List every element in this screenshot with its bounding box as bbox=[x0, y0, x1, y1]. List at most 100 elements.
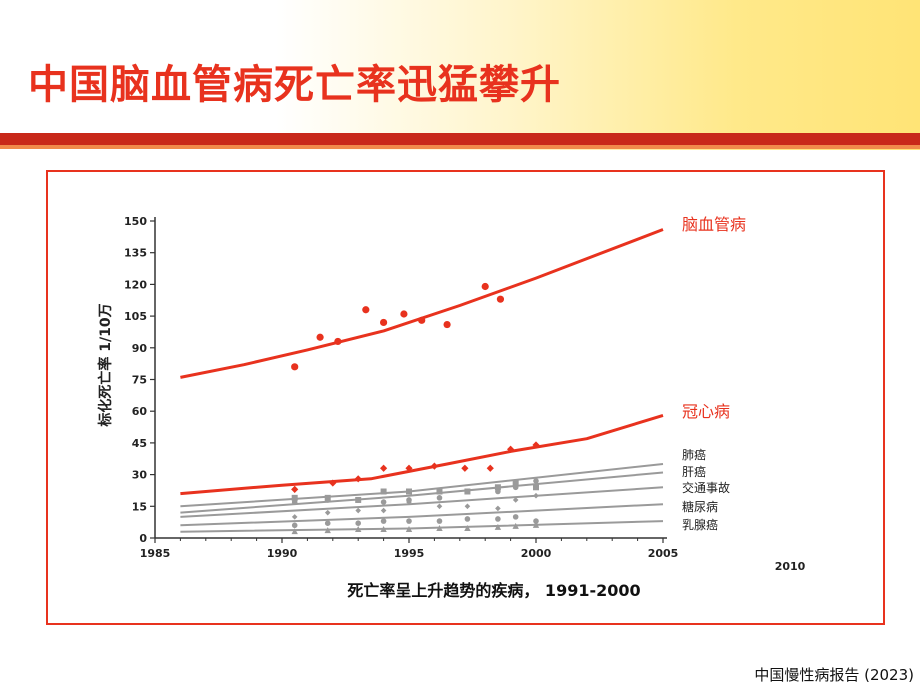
series-label: 交通事故 bbox=[682, 480, 730, 495]
data-point bbox=[533, 518, 539, 524]
data-point bbox=[380, 507, 387, 514]
data-point bbox=[380, 518, 387, 524]
data-point bbox=[418, 316, 426, 324]
data-point bbox=[495, 488, 501, 495]
series-line bbox=[180, 228, 664, 379]
y-tick-label: 120 bbox=[124, 278, 147, 291]
data-point bbox=[495, 516, 501, 522]
data-point bbox=[355, 497, 362, 503]
data-point bbox=[380, 464, 388, 472]
data-point bbox=[507, 445, 515, 453]
data-point bbox=[533, 492, 539, 499]
y-tick-label: 0 bbox=[139, 532, 147, 545]
data-point bbox=[430, 462, 438, 470]
page-title: 中国脑血管病死亡率迅猛攀升 bbox=[28, 62, 561, 108]
y-tick-label: 45 bbox=[132, 437, 147, 450]
series-label: 脑血管病 bbox=[682, 215, 746, 234]
data-point bbox=[436, 503, 443, 510]
y-tick-label: 90 bbox=[132, 342, 148, 355]
data-point bbox=[533, 478, 539, 484]
data-point bbox=[324, 520, 331, 527]
data-point bbox=[324, 509, 331, 516]
data-point bbox=[464, 488, 471, 495]
data-point bbox=[324, 527, 331, 534]
data-point bbox=[355, 507, 361, 514]
data-point bbox=[362, 306, 370, 314]
data-point bbox=[512, 522, 519, 529]
x-tick-label: 1985 bbox=[140, 547, 171, 560]
series-line bbox=[180, 503, 664, 527]
data-point bbox=[291, 485, 299, 493]
data-point bbox=[291, 528, 298, 535]
data-point bbox=[464, 524, 471, 531]
data-point bbox=[291, 514, 298, 520]
data-point bbox=[406, 518, 412, 524]
data-point bbox=[464, 516, 471, 522]
data-point bbox=[406, 488, 412, 495]
data-point bbox=[436, 488, 443, 495]
data-point bbox=[495, 505, 501, 512]
series-label: 冠心病 bbox=[682, 402, 730, 421]
data-point bbox=[532, 441, 540, 449]
data-point bbox=[405, 526, 413, 533]
series-0 bbox=[180, 228, 664, 379]
y-tick-label: 75 bbox=[132, 374, 147, 387]
x-tick-label: 2005 bbox=[648, 547, 679, 560]
data-point bbox=[355, 520, 362, 527]
data-point bbox=[496, 295, 505, 303]
data-point bbox=[291, 494, 298, 501]
data-point bbox=[494, 523, 502, 530]
data-point bbox=[512, 497, 519, 503]
x-axis-label: 死亡率呈上升趋势的疾病， 1991-2000 bbox=[347, 581, 640, 600]
data-point bbox=[406, 499, 412, 505]
series-5 bbox=[180, 503, 664, 529]
data-point bbox=[486, 464, 494, 472]
data-point bbox=[436, 518, 443, 524]
source-footer: 中国慢性病报告 (2023) bbox=[754, 666, 914, 684]
data-point bbox=[512, 484, 519, 491]
data-point bbox=[400, 310, 408, 318]
data-point bbox=[380, 499, 387, 505]
data-point bbox=[436, 495, 443, 501]
y-tick-label: 135 bbox=[124, 247, 147, 260]
data-point bbox=[533, 484, 539, 491]
series-line bbox=[180, 471, 664, 514]
y-tick-label: 60 bbox=[132, 405, 148, 418]
series-label: 肺癌 bbox=[682, 447, 706, 462]
x-tick-label: 2000 bbox=[521, 547, 552, 560]
x-tick-label: 2010 bbox=[775, 560, 806, 573]
x-tick-label: 1990 bbox=[267, 547, 298, 560]
data-point bbox=[532, 521, 540, 528]
data-point bbox=[461, 464, 469, 472]
data-point bbox=[436, 524, 443, 531]
data-point bbox=[334, 337, 342, 346]
series-label: 肝癌 bbox=[682, 464, 706, 479]
data-point bbox=[443, 320, 451, 329]
data-point bbox=[354, 475, 362, 483]
data-point bbox=[464, 503, 471, 510]
series-1 bbox=[180, 413, 664, 496]
data-point bbox=[324, 497, 331, 503]
title-banner-background bbox=[0, 0, 920, 150]
data-point bbox=[481, 282, 489, 291]
data-point bbox=[355, 526, 362, 533]
series-3 bbox=[180, 471, 664, 514]
series-line bbox=[180, 413, 664, 496]
data-point bbox=[291, 363, 299, 371]
data-point bbox=[316, 333, 324, 341]
data-point bbox=[291, 499, 298, 505]
data-point bbox=[329, 479, 337, 487]
title-divider-highlight bbox=[0, 145, 920, 149]
data-point bbox=[380, 526, 387, 533]
data-point bbox=[512, 514, 519, 520]
y-tick-label: 15 bbox=[132, 500, 147, 513]
title-divider-bar bbox=[0, 133, 920, 145]
series-label: 乳腺癌 bbox=[682, 517, 718, 532]
series-label: 糖尿病 bbox=[682, 499, 718, 514]
data-point bbox=[405, 464, 413, 472]
x-tick-label: 1995 bbox=[394, 547, 425, 560]
y-axis-label: 标化死亡率 1/10万 bbox=[97, 303, 114, 427]
chart-background bbox=[90, 206, 818, 606]
series-6 bbox=[180, 520, 664, 535]
